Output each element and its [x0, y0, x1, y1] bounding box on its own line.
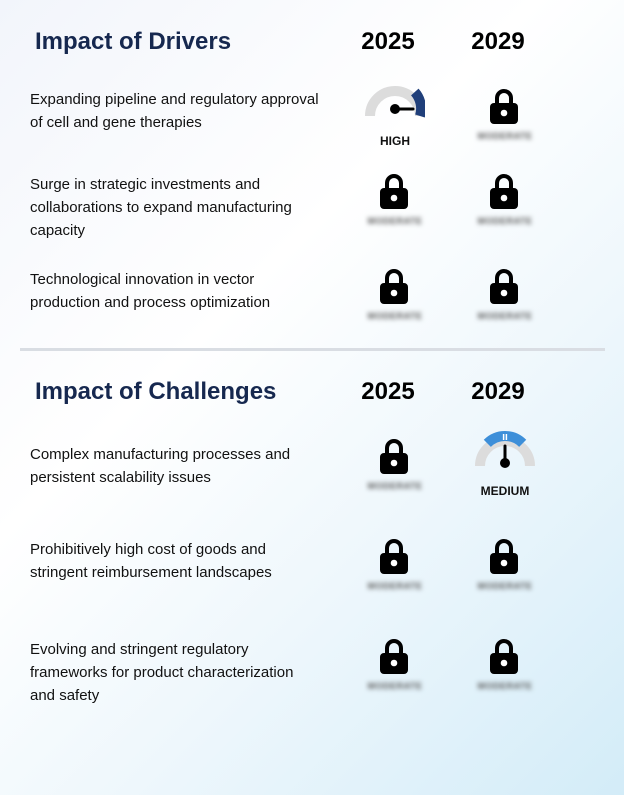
section-divider	[20, 348, 605, 351]
gauge-high-icon	[365, 86, 425, 118]
locked-value: MODERATE	[367, 681, 423, 691]
locked-value: MODERATE	[477, 581, 533, 591]
challenge-row: Evolving and stringent regulatory framew…	[0, 638, 624, 728]
challenge-impact-2025[interactable]: MODERATE	[355, 638, 435, 708]
challenge-text: Prohibitively high cost of goods and str…	[30, 541, 272, 581]
lock-icon[interactable]	[489, 173, 519, 209]
driver-row: Expanding pipeline and regulatory approv…	[0, 86, 624, 178]
lock-icon[interactable]	[379, 538, 409, 574]
drivers-year-2025-header: 2025	[361, 28, 415, 55]
drivers-title: Impact of Drivers	[35, 28, 232, 55]
locked-value: MODERATE	[477, 311, 533, 321]
driver-impact-2029[interactable]: MODERATE	[465, 268, 545, 338]
locked-value: MODERATE	[477, 216, 533, 226]
drivers-year-2029-header: 2029	[471, 28, 525, 55]
challenge-impact-2029: MEDIUM	[465, 430, 545, 508]
lock-icon[interactable]	[489, 638, 519, 674]
challenges-year-2029-header: 2029	[471, 378, 525, 405]
gauge-medium-icon	[475, 430, 535, 468]
driver-impact-2025[interactable]: MODERATE	[355, 268, 435, 338]
driver-row: Technological innovation in vector produ…	[0, 268, 624, 358]
challenge-row: Complex manufacturing processes and pers…	[0, 430, 624, 533]
lock-icon[interactable]	[379, 638, 409, 674]
challenge-impact-2029[interactable]: MODERATE	[465, 638, 545, 708]
locked-value: MODERATE	[367, 581, 423, 591]
challenge-impact-2025[interactable]: MODERATE	[355, 538, 435, 608]
driver-impact-2029[interactable]: MODERATE	[465, 88, 545, 158]
lock-icon[interactable]	[379, 268, 409, 304]
locked-value: MODERATE	[367, 481, 423, 491]
locked-value: MODERATE	[367, 311, 423, 321]
driver-impact-2029[interactable]: MODERATE	[465, 173, 545, 243]
lock-icon[interactable]	[489, 538, 519, 574]
challenges-year-2025-header: 2025	[361, 378, 415, 405]
driver-row: Surge in strategic investments and colla…	[0, 173, 624, 263]
gauge-label: HIGH	[380, 134, 410, 148]
lock-icon[interactable]	[379, 173, 409, 209]
lock-icon[interactable]	[489, 88, 519, 124]
lock-icon[interactable]	[379, 438, 409, 474]
locked-value: MODERATE	[477, 131, 533, 141]
driver-impact-2025[interactable]: MODERATE	[355, 173, 435, 243]
driver-text: Technological innovation in vector produ…	[30, 271, 271, 311]
gauge-label: MEDIUM	[480, 484, 530, 498]
locked-value: MODERATE	[367, 216, 423, 226]
locked-value: MODERATE	[477, 681, 533, 691]
challenges-title: Impact of Challenges	[35, 378, 277, 405]
driver-text: Expanding pipeline and regulatory approv…	[30, 91, 319, 131]
lock-icon[interactable]	[489, 268, 519, 304]
driver-text: Surge in strategic investments and colla…	[30, 176, 292, 239]
challenge-row: Prohibitively high cost of goods and str…	[0, 538, 624, 628]
driver-impact-2025: HIGH	[355, 86, 435, 158]
challenge-impact-2025[interactable]: MODERATE	[355, 438, 435, 508]
challenge-impact-2029[interactable]: MODERATE	[465, 538, 545, 608]
challenge-text: Complex manufacturing processes and pers…	[30, 446, 291, 486]
challenge-text: Evolving and stringent regulatory framew…	[30, 641, 294, 704]
